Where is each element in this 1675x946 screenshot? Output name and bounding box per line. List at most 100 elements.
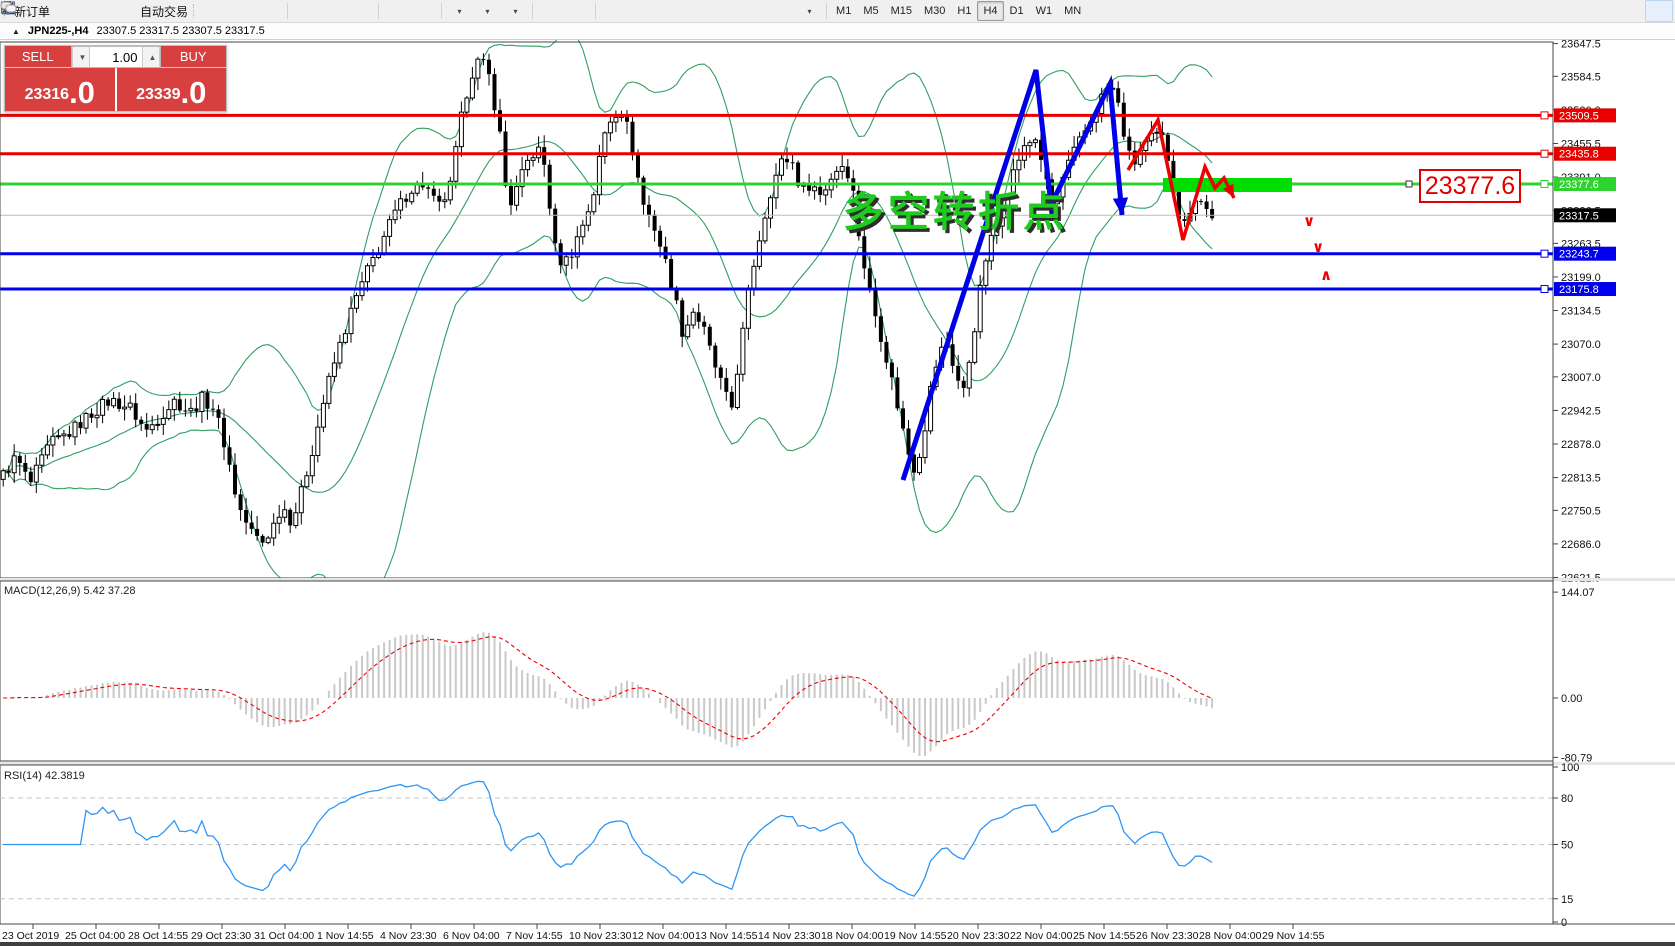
bar-chart-button[interactable] <box>2 0 228 22</box>
chat-button[interactable] <box>0 0 1673 22</box>
one-click-trade-panel: SELL ▼ ▲ BUY 23316.0 23339.0 <box>4 45 227 112</box>
timeframe-button-H4[interactable]: H4 <box>977 1 1004 21</box>
toolbar-separator <box>441 3 443 19</box>
price-callout-label[interactable]: 23377.6 <box>1419 169 1521 203</box>
rsi-label: RSI(14) 42.3819 <box>4 770 85 782</box>
red-direction-mark: ∧ <box>1320 267 1332 284</box>
price-line-label: 23243.7 <box>1559 249 1599 261</box>
timeframe-button-M1[interactable]: M1 <box>836 5 852 17</box>
search-button[interactable] <box>1 0 1645 22</box>
auto-scroll-button[interactable] <box>3 0 438 22</box>
time-axis[interactable]: 23 Oct 2019 25 Oct 04:00 28 Oct 14:55 29 Oc… <box>0 923 1675 946</box>
timeframe-button-MN[interactable]: MN <box>1064 5 1082 17</box>
toolbar-separator <box>826 3 828 19</box>
timeframe-button-M5[interactable]: M5 <box>863 5 879 17</box>
collapse-icon[interactable]: ▲ <box>12 26 20 36</box>
periods-button[interactable]: ▾ <box>1 0 501 22</box>
macd-axis-label: -80.79 <box>1561 752 1592 764</box>
candlestick-chart-button[interactable] <box>2 0 256 22</box>
zoom-out-button[interactable] <box>1 0 347 22</box>
price-line-label-box <box>1554 108 1616 123</box>
chart-shift-button[interactable] <box>3 0 410 22</box>
object-handle[interactable] <box>1405 180 1413 188</box>
profiles-button[interactable] <box>1 0 109 22</box>
timeframe-button-D1[interactable]: D1 <box>1009 5 1024 17</box>
time-tick-label: 29 Nov 14:55 <box>1262 930 1325 942</box>
tile-windows-button[interactable] <box>2 0 375 22</box>
shapes-button[interactable]: ▾ <box>2 0 823 22</box>
blue-trend-arrow[interactable] <box>1047 74 1125 216</box>
vertical-line-button[interactable] <box>7 0 627 22</box>
timeframe-button-H1[interactable]: H1 <box>957 5 972 17</box>
symbol-ohlc: 23307.5 23317.5 23307.5 23317.5 <box>96 25 265 37</box>
red-direction-mark: ∨ <box>1303 213 1315 230</box>
price-tick-label: 23134.5 <box>1561 306 1601 318</box>
price-tick-label: 22686.0 <box>1561 539 1601 551</box>
line-endpoint-marker <box>1540 285 1549 294</box>
macd-pane[interactable]: MACD(12,26,9) 5.42 37.28 144.07 0.00 -80.79 <box>0 580 1595 764</box>
auto-trading-button[interactable]: 自动交易 <box>3 0 191 22</box>
price-tick-label: 23647.5 <box>1561 40 1601 51</box>
cursor-button[interactable] <box>5 0 564 22</box>
volume-input[interactable] <box>89 47 142 67</box>
price-tick-label: 22750.5 <box>1561 505 1601 517</box>
pane-splitter[interactable] <box>0 578 1675 581</box>
pane-splitter[interactable] <box>0 762 1675 765</box>
add-indicator-button[interactable]: ▾ <box>1 0 473 22</box>
rsi-axis-label: 50 <box>1561 840 1573 852</box>
time-tick-label: 26 Nov 23:30 <box>1136 930 1199 942</box>
signals-button[interactable] <box>3 0 137 22</box>
text-label-button[interactable]: T <box>1 0 795 22</box>
bull-candles <box>0 58 1198 544</box>
time-tick-label: 7 Nov 14:55 <box>506 930 563 942</box>
text-button[interactable]: A <box>4 0 767 22</box>
sell-price-pips: .0 <box>69 75 95 110</box>
time-tick-label: 14 Nov 23:30 <box>758 930 821 942</box>
time-tick-label: 1 Nov 14:55 <box>317 930 374 942</box>
line-endpoint-marker <box>1540 149 1549 158</box>
line-chart-button[interactable] <box>0 0 284 22</box>
price-line-label: 23175.8 <box>1559 284 1599 296</box>
price-pane[interactable]: ∨ ∨ ∧ <box>0 40 1554 618</box>
timeframe-toolbar: M1 M5 M15 M30 H1 H4 D1 W1 MN <box>830 1 1087 21</box>
chart-canvas[interactable]: ∨∨∧23647.523584.523520.023455.523391.023… <box>0 40 1675 946</box>
bollinger-band-line <box>3 40 1213 472</box>
timeframe-button-M30[interactable]: M30 <box>924 5 946 17</box>
macd-axis-label: 0.00 <box>1561 693 1582 705</box>
red-trend-arrow[interactable] <box>1126 115 1236 241</box>
price-tick-label: 22878.0 <box>1561 439 1601 451</box>
price-tick-label: 22813.5 <box>1561 473 1601 485</box>
buy-price[interactable]: 23339.0 <box>116 68 226 111</box>
arrowhead <box>1222 183 1234 198</box>
buy-button[interactable]: BUY <box>160 46 226 68</box>
volume-decrease-button[interactable]: ▼ <box>71 47 90 67</box>
blue-trend-arrow[interactable] <box>900 69 1055 481</box>
styles-button[interactable] <box>1 0 81 22</box>
sell-button[interactable]: SELL <box>5 46 71 68</box>
templates-button[interactable]: ▾ <box>1 0 529 22</box>
volume-increase-button[interactable]: ▲ <box>141 47 160 67</box>
horizontal-line-button[interactable] <box>1 0 655 22</box>
bottom-edge-bar <box>0 942 1675 946</box>
price-line-label-box <box>1554 146 1616 161</box>
crosshair-button[interactable] <box>1 0 592 22</box>
sell-price[interactable]: 23316.0 <box>5 68 115 111</box>
toolbar-grip[interactable] <box>193 4 196 18</box>
channel-button[interactable]: E <box>1 0 711 22</box>
new-order-label: 新订单 <box>14 4 51 19</box>
bollinger-band-line <box>3 132 1213 493</box>
toolbar-separator <box>595 3 597 19</box>
dropdown-arrow-icon: ▾ <box>513 6 518 16</box>
trendline-button[interactable] <box>1 0 683 22</box>
price-axis[interactable]: 23647.523584.523520.023455.523391.023326… <box>1553 40 1616 584</box>
rsi-line <box>3 780 1213 897</box>
line-endpoint-marker <box>1540 180 1549 189</box>
time-tick-label: 18 Nov 04:00 <box>821 930 884 942</box>
timeframe-button-W1[interactable]: W1 <box>1035 5 1053 17</box>
rsi-pane[interactable]: RSI(14) 42.3819 100 80 50 15 0 <box>0 762 1579 929</box>
line-endpoint-marker <box>1540 111 1549 120</box>
chat-icon <box>0 1 17 13</box>
fibonacci-button[interactable]: F <box>1 0 739 22</box>
zoom-in-button[interactable] <box>1 0 319 22</box>
timeframe-button-M15[interactable]: M15 <box>890 5 912 17</box>
